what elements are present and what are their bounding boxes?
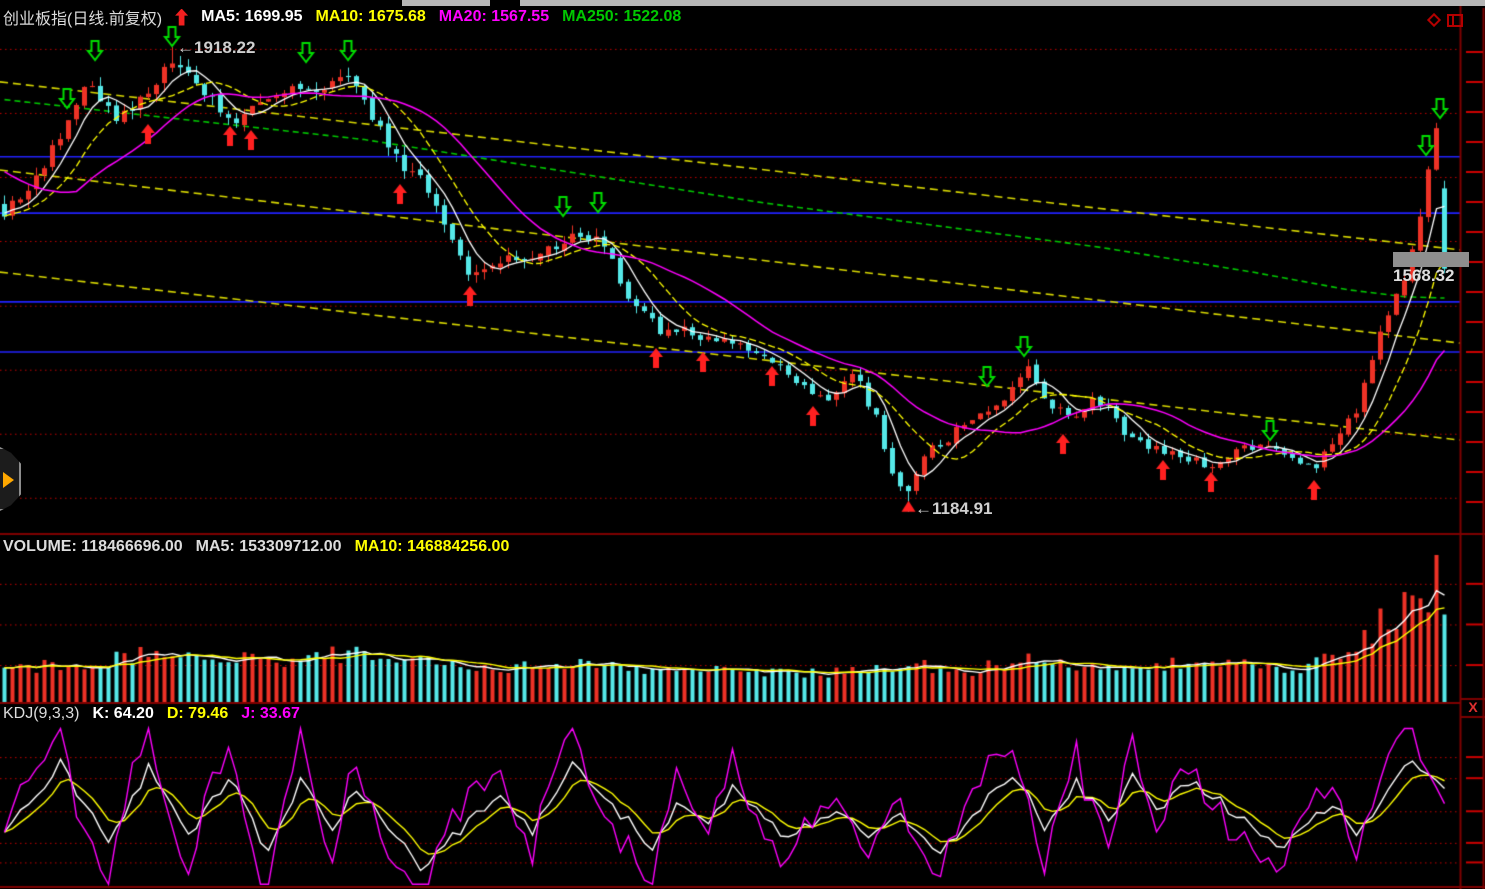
high-price-annotation: ←1918.22 <box>177 38 256 57</box>
kdj-d-label: D: 79.46 <box>166 705 229 722</box>
close-indicator-button[interactable]: X <box>1468 699 1478 715</box>
last-price-tag-cap <box>1393 252 1469 267</box>
ma10-label: MA10: 1675.68 <box>315 8 426 25</box>
ma20-label: MA20: 1567.55 <box>438 8 550 25</box>
kdj-j-label: J: 33.67 <box>241 705 300 722</box>
volume-ma10-label: MA10: 146884256.00 <box>354 538 510 555</box>
titlebar-strip <box>402 0 490 6</box>
volume-ma5-label: MA5: 153309712.00 <box>195 538 342 555</box>
kdj-title: KDJ(9,3,3) <box>3 705 80 722</box>
low-price-annotation: ←1184.91 <box>915 499 993 518</box>
kdj-header: KDJ(9,3,3) K: 64.20 D: 79.46 J: 33.67 <box>3 705 300 723</box>
kdj-k-label: K: 64.20 <box>92 705 154 722</box>
ma250-label: MA250: 1522.08 <box>562 8 682 25</box>
instrument-title: 创业板指(日线.前复权) <box>3 11 163 28</box>
up-trend-arrow-icon <box>175 8 189 26</box>
split-window-icon-bar <box>1452 15 1454 26</box>
volume-header: VOLUME: 118466696.00 MA5: 153309712.00 M… <box>3 538 509 556</box>
volume-label: VOLUME: 118466696.00 <box>3 538 183 555</box>
titlebar-strip <box>520 0 1485 6</box>
last-price-tag: 1568.32 <box>1393 252 1469 285</box>
main-chart-header: 创业板指(日线.前复权) MA5: 1699.95 MA10: 1675.68 … <box>3 5 681 29</box>
ma5-label: MA5: 1699.95 <box>201 8 303 25</box>
play-icon <box>3 472 14 488</box>
split-window-icon[interactable] <box>1447 14 1463 27</box>
last-price-value: 1568.32 <box>1393 266 1455 285</box>
